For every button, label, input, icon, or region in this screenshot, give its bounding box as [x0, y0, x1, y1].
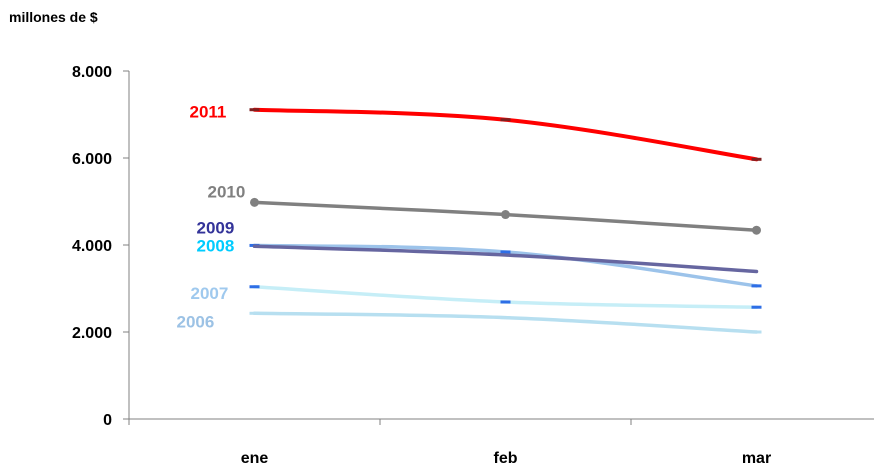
data-point-2010: [501, 210, 510, 220]
data-point-2011: [751, 157, 762, 161]
y-axis-label: millones de $: [9, 9, 98, 25]
data-point-2006: [249, 311, 260, 315]
series-label-2006: 2006: [177, 312, 215, 331]
series-label-2009: 2009: [197, 218, 235, 237]
y-tick-label: 8.000: [72, 64, 112, 81]
data-point-2007: [751, 305, 762, 309]
series-line-2009: [252, 244, 759, 274]
series-label-2010: 2010: [208, 182, 246, 201]
data-point-2008: [500, 250, 511, 254]
series-label-2007: 2007: [191, 284, 229, 303]
data-point-2011: [500, 118, 511, 122]
data-point-2011: [249, 108, 260, 112]
x-tick-label: ene: [241, 450, 269, 467]
series-line-2011: [252, 107, 759, 162]
y-tick-label: 6.000: [72, 151, 112, 168]
series-line-2007: [252, 285, 759, 309]
data-point-2010: [752, 225, 761, 235]
data-point-2010: [250, 197, 259, 207]
y-tick-label: 2.000: [72, 325, 112, 342]
y-tick-label: 4.000: [72, 238, 112, 255]
y-tick-label: 0: [103, 412, 112, 429]
series-label-2011: 2011: [190, 103, 227, 122]
data-point-2006: [751, 330, 762, 334]
data-point-2006: [500, 316, 511, 320]
series-label-2008: 2008: [197, 236, 235, 255]
x-tick-label: mar: [742, 450, 771, 467]
x-tick-label: feb: [494, 450, 518, 467]
data-point-2007: [500, 300, 511, 304]
data-point-2008: [751, 284, 762, 288]
data-point-2007: [249, 285, 260, 289]
series-line-2006: [252, 311, 759, 334]
